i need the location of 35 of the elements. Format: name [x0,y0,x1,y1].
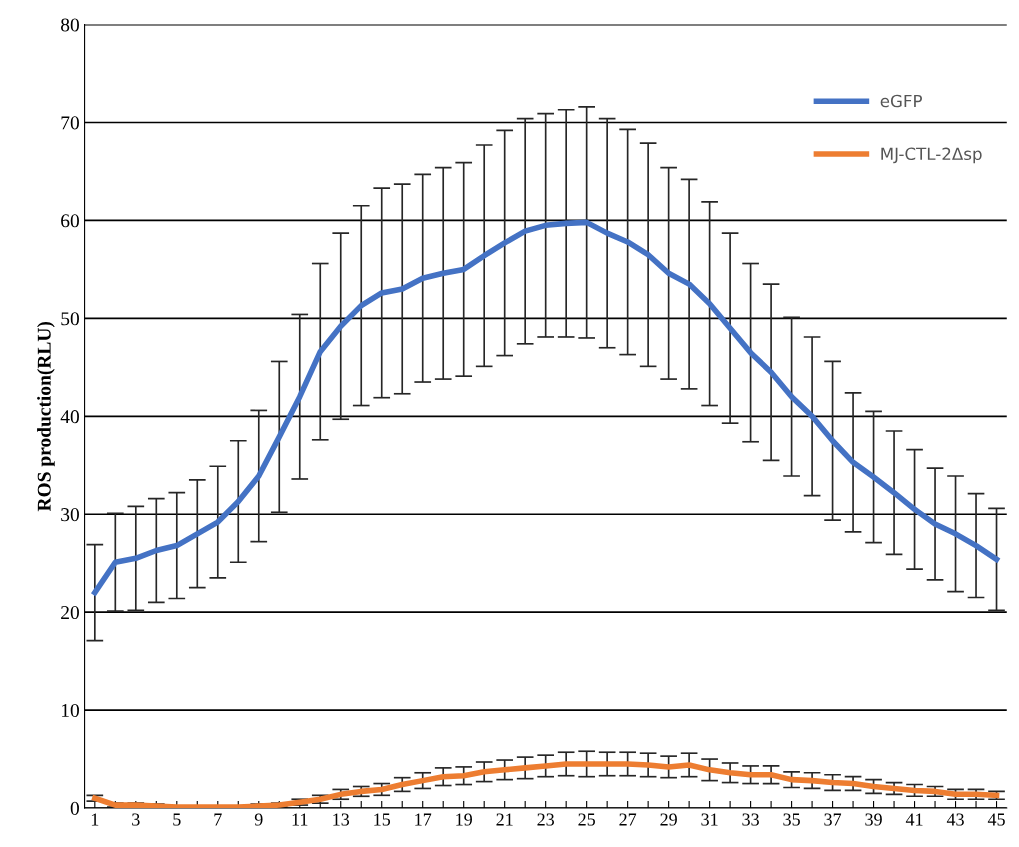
x-tick-label: 27 [619,813,637,826]
y-tick-label: 80 [61,18,79,32]
x-tick-label: 31 [701,813,718,826]
x-tick-label: 13 [333,813,350,826]
x-tick-label: 5 [173,813,181,826]
x-tick-label: 21 [496,813,513,826]
x-tick-label: 23 [537,813,554,826]
y-axis-title: ROS production(RLU) [37,321,55,512]
legend-label: eGFP [880,94,922,108]
x-tick-label: 29 [660,813,677,826]
x-tick-label: 25 [578,813,595,826]
x-tick-label: 11 [292,813,308,826]
x-tick-label: 7 [214,813,222,826]
x-tick-label: 45 [987,813,1005,826]
x-tick-label: 33 [742,813,759,826]
x-tick-label: 41 [905,813,923,826]
y-tick-label: 10 [61,703,79,718]
x-tick-label: 15 [374,813,391,826]
x-tick-label: 1 [91,813,99,826]
y-tick-label: 0 [70,801,79,815]
x-tick-label: 9 [254,813,263,826]
x-tick-label: 19 [456,813,472,826]
y-tick-label: 70 [61,116,79,130]
y-tick-label: 50 [61,312,79,326]
y-tick-label: 60 [61,214,79,228]
x-tick-label: 35 [783,813,800,826]
y-tick-label: 30 [61,508,79,522]
y-tick-label: 20 [61,605,79,620]
x-tick-label: 3 [132,813,140,826]
x-tick-label: 39 [865,813,882,826]
y-tick-label: 40 [60,410,79,424]
x-tick-label: 43 [946,813,964,826]
x-tick-label: 37 [824,813,842,826]
x-tick-label: 17 [415,813,432,826]
legend-label: MJ-CTL-2Δsp [881,147,982,164]
